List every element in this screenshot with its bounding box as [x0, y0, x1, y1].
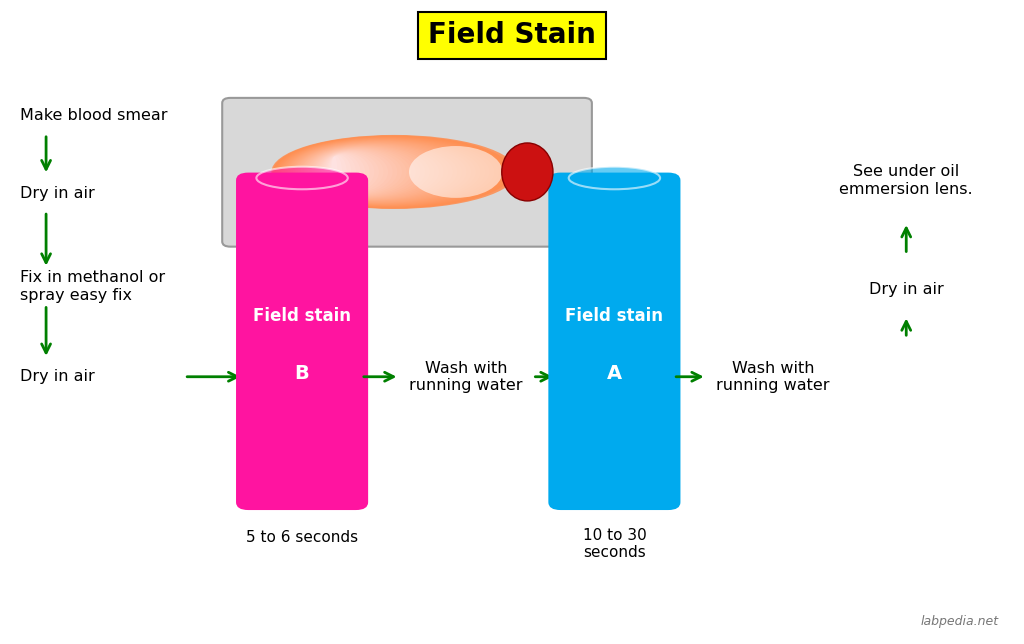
- Ellipse shape: [309, 149, 401, 195]
- Ellipse shape: [256, 167, 348, 189]
- Ellipse shape: [299, 145, 434, 199]
- Ellipse shape: [284, 139, 480, 205]
- Ellipse shape: [502, 143, 553, 201]
- Ellipse shape: [302, 146, 425, 198]
- Text: See under oil
emmersion lens.: See under oil emmersion lens.: [840, 164, 973, 196]
- FancyBboxPatch shape: [549, 173, 680, 510]
- Ellipse shape: [285, 140, 475, 204]
- Text: Wash with
running water: Wash with running water: [717, 361, 829, 393]
- Ellipse shape: [293, 143, 453, 201]
- Ellipse shape: [305, 147, 416, 197]
- Ellipse shape: [271, 135, 517, 209]
- Text: Field Stain: Field Stain: [428, 21, 596, 50]
- FancyBboxPatch shape: [222, 98, 592, 247]
- Ellipse shape: [289, 141, 467, 203]
- Ellipse shape: [295, 143, 449, 201]
- Ellipse shape: [324, 154, 360, 190]
- Ellipse shape: [319, 152, 375, 192]
- Ellipse shape: [278, 137, 499, 207]
- Ellipse shape: [287, 140, 471, 204]
- Text: Field stain: Field stain: [565, 307, 664, 325]
- Text: Wash with
running water: Wash with running water: [410, 361, 522, 393]
- Ellipse shape: [272, 135, 512, 209]
- Ellipse shape: [291, 142, 457, 202]
- Ellipse shape: [308, 148, 407, 196]
- Ellipse shape: [322, 153, 366, 191]
- Text: B: B: [295, 364, 309, 383]
- Ellipse shape: [330, 156, 342, 188]
- Ellipse shape: [314, 151, 388, 193]
- Ellipse shape: [317, 151, 379, 193]
- Ellipse shape: [321, 153, 370, 191]
- Ellipse shape: [283, 139, 485, 205]
- Ellipse shape: [276, 137, 504, 207]
- Ellipse shape: [274, 136, 508, 208]
- Text: Dry in air: Dry in air: [20, 369, 95, 384]
- Text: 10 to 30
seconds: 10 to 30 seconds: [583, 528, 646, 560]
- Text: labpedia.net: labpedia.net: [921, 615, 998, 628]
- Text: A: A: [607, 364, 622, 383]
- Ellipse shape: [328, 155, 346, 189]
- Text: Fix in methanol or
spray easy fix: Fix in methanol or spray easy fix: [20, 270, 166, 303]
- Ellipse shape: [327, 155, 351, 189]
- Ellipse shape: [297, 144, 438, 200]
- Ellipse shape: [290, 142, 462, 202]
- Ellipse shape: [279, 138, 494, 206]
- Ellipse shape: [304, 147, 421, 197]
- Ellipse shape: [409, 146, 503, 198]
- FancyBboxPatch shape: [236, 173, 369, 510]
- Ellipse shape: [307, 147, 412, 196]
- Ellipse shape: [326, 155, 356, 189]
- Text: 5 to 6 seconds: 5 to 6 seconds: [246, 530, 358, 545]
- Ellipse shape: [301, 146, 430, 198]
- Text: Make blood smear: Make blood smear: [20, 108, 168, 124]
- Ellipse shape: [315, 151, 384, 193]
- Ellipse shape: [313, 150, 393, 194]
- Ellipse shape: [281, 138, 489, 205]
- Ellipse shape: [332, 156, 338, 187]
- Ellipse shape: [296, 144, 443, 200]
- Ellipse shape: [568, 167, 660, 189]
- Ellipse shape: [311, 149, 397, 194]
- Text: Field stain: Field stain: [253, 307, 351, 325]
- Text: Dry in air: Dry in air: [20, 185, 95, 201]
- Text: Dry in air: Dry in air: [869, 282, 943, 298]
